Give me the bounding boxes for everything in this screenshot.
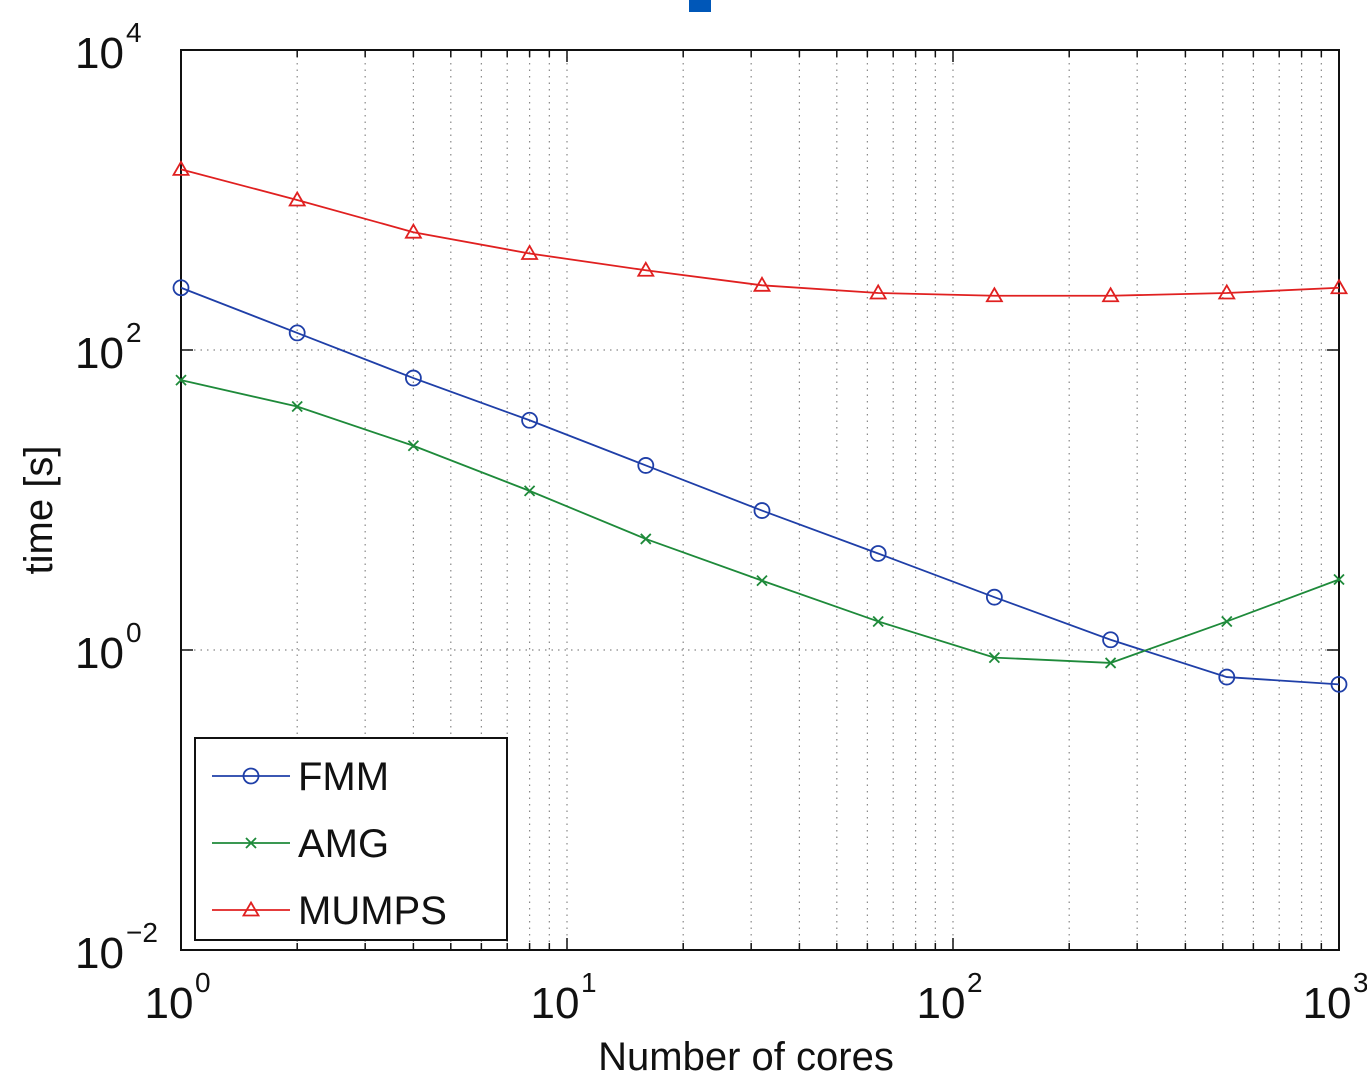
x-axis-title: Number of cores	[598, 1035, 894, 1079]
data-point-fmm	[172, 279, 190, 297]
x-tick-label: 10 3	[1303, 967, 1367, 1028]
y-tick-label: 10 4	[75, 17, 142, 78]
x-tick-label-exponent: 1	[581, 967, 597, 998]
data-point-amg	[523, 485, 536, 497]
legend-label: AMG	[298, 822, 389, 866]
y-tick-label-base: 10	[75, 329, 124, 378]
data-point-fmm	[1330, 675, 1348, 693]
y-tick-label: 10 0	[75, 617, 142, 678]
data-point-mumps	[171, 160, 191, 176]
data-point-fmm	[521, 411, 538, 429]
series-line-mumps	[180, 168, 1340, 297]
series-fmm	[172, 279, 1348, 693]
top-edge-mark	[689, 0, 711, 12]
data-point-fmm	[753, 502, 771, 519]
data-point-amg	[1333, 573, 1345, 586]
data-point-fmm	[288, 324, 306, 342]
data-point-amg	[640, 533, 652, 545]
x-tick-label-base: 10	[1303, 979, 1352, 1028]
series-line-fmm	[180, 286, 1340, 686]
y-tick-label-exponent: −2	[126, 917, 158, 948]
data-point-fmm	[1102, 631, 1119, 649]
plot-frame	[180, 49, 1340, 951]
data-point-fmm	[637, 457, 655, 474]
legend-label: FMM	[298, 755, 389, 799]
x-tick-label: 10 1	[531, 967, 597, 1028]
x-tick-label-exponent: 3	[1353, 967, 1367, 998]
data-point-amg	[175, 374, 187, 386]
series-layer	[171, 160, 1349, 693]
legend-item-mumps: MUMPS	[212, 889, 447, 933]
legend-label: MUMPS	[298, 889, 447, 933]
legend: FMM AMG MUMPS	[194, 737, 508, 941]
data-point-fmm	[869, 545, 887, 562]
data-point-fmm	[404, 369, 422, 387]
data-point-amg	[291, 400, 303, 413]
data-point-mumps	[404, 222, 423, 239]
legend-swatch-marker	[241, 900, 261, 917]
data-point-fmm	[1218, 668, 1236, 686]
data-point-mumps	[985, 286, 1004, 303]
x-tick-label-exponent: 2	[967, 967, 983, 998]
axis-minor-ticks	[181, 49, 1339, 951]
y-tick-label-base: 10	[75, 629, 124, 678]
y-tick-label-exponent: 2	[126, 317, 142, 348]
data-point-amg	[756, 575, 768, 587]
data-point-amg	[407, 440, 420, 452]
x-tick-label-base: 10	[531, 979, 580, 1028]
data-point-mumps	[1217, 283, 1236, 300]
x-tick-label: 10 2	[917, 967, 983, 1028]
data-point-amg	[988, 651, 1001, 664]
x-tick-label: 10 0	[145, 967, 211, 1028]
y-tick-label-exponent: 4	[126, 17, 142, 48]
y-tick-label-base: 10	[75, 29, 124, 78]
data-point-mumps	[1329, 278, 1349, 295]
legend-item-amg: AMG	[212, 822, 389, 866]
legend-swatch-marker	[245, 837, 257, 849]
y-axis-title: time [s]	[17, 446, 61, 575]
data-point-fmm	[985, 588, 1003, 606]
y-tick-label-exponent: 0	[126, 617, 142, 648]
x-tick-label-exponent: 0	[195, 967, 211, 998]
series-line-amg	[180, 379, 1340, 664]
series-amg	[175, 374, 1345, 669]
data-point-amg	[872, 615, 884, 628]
data-point-mumps	[869, 283, 888, 300]
grid-lines	[181, 50, 1339, 950]
data-point-mumps	[288, 190, 307, 207]
y-tick-label: 10 −2	[75, 917, 158, 978]
data-point-mumps	[752, 275, 772, 292]
data-point-mumps	[520, 244, 539, 260]
data-point-mumps	[636, 260, 655, 277]
x-tick-labels: 10 0 10 1 10 2 10 3	[145, 967, 1367, 1028]
x-tick-label-base: 10	[145, 979, 194, 1028]
legend-swatch-marker	[242, 767, 260, 785]
data-point-amg	[1221, 615, 1233, 628]
series-mumps	[171, 160, 1349, 303]
legend-item-fmm: FMM	[212, 755, 389, 799]
data-point-mumps	[1101, 286, 1120, 303]
y-tick-label: 10 2	[75, 317, 142, 378]
data-point-amg	[1104, 657, 1117, 669]
x-tick-label-base: 10	[917, 979, 966, 1028]
y-tick-label-base: 10	[75, 929, 124, 978]
